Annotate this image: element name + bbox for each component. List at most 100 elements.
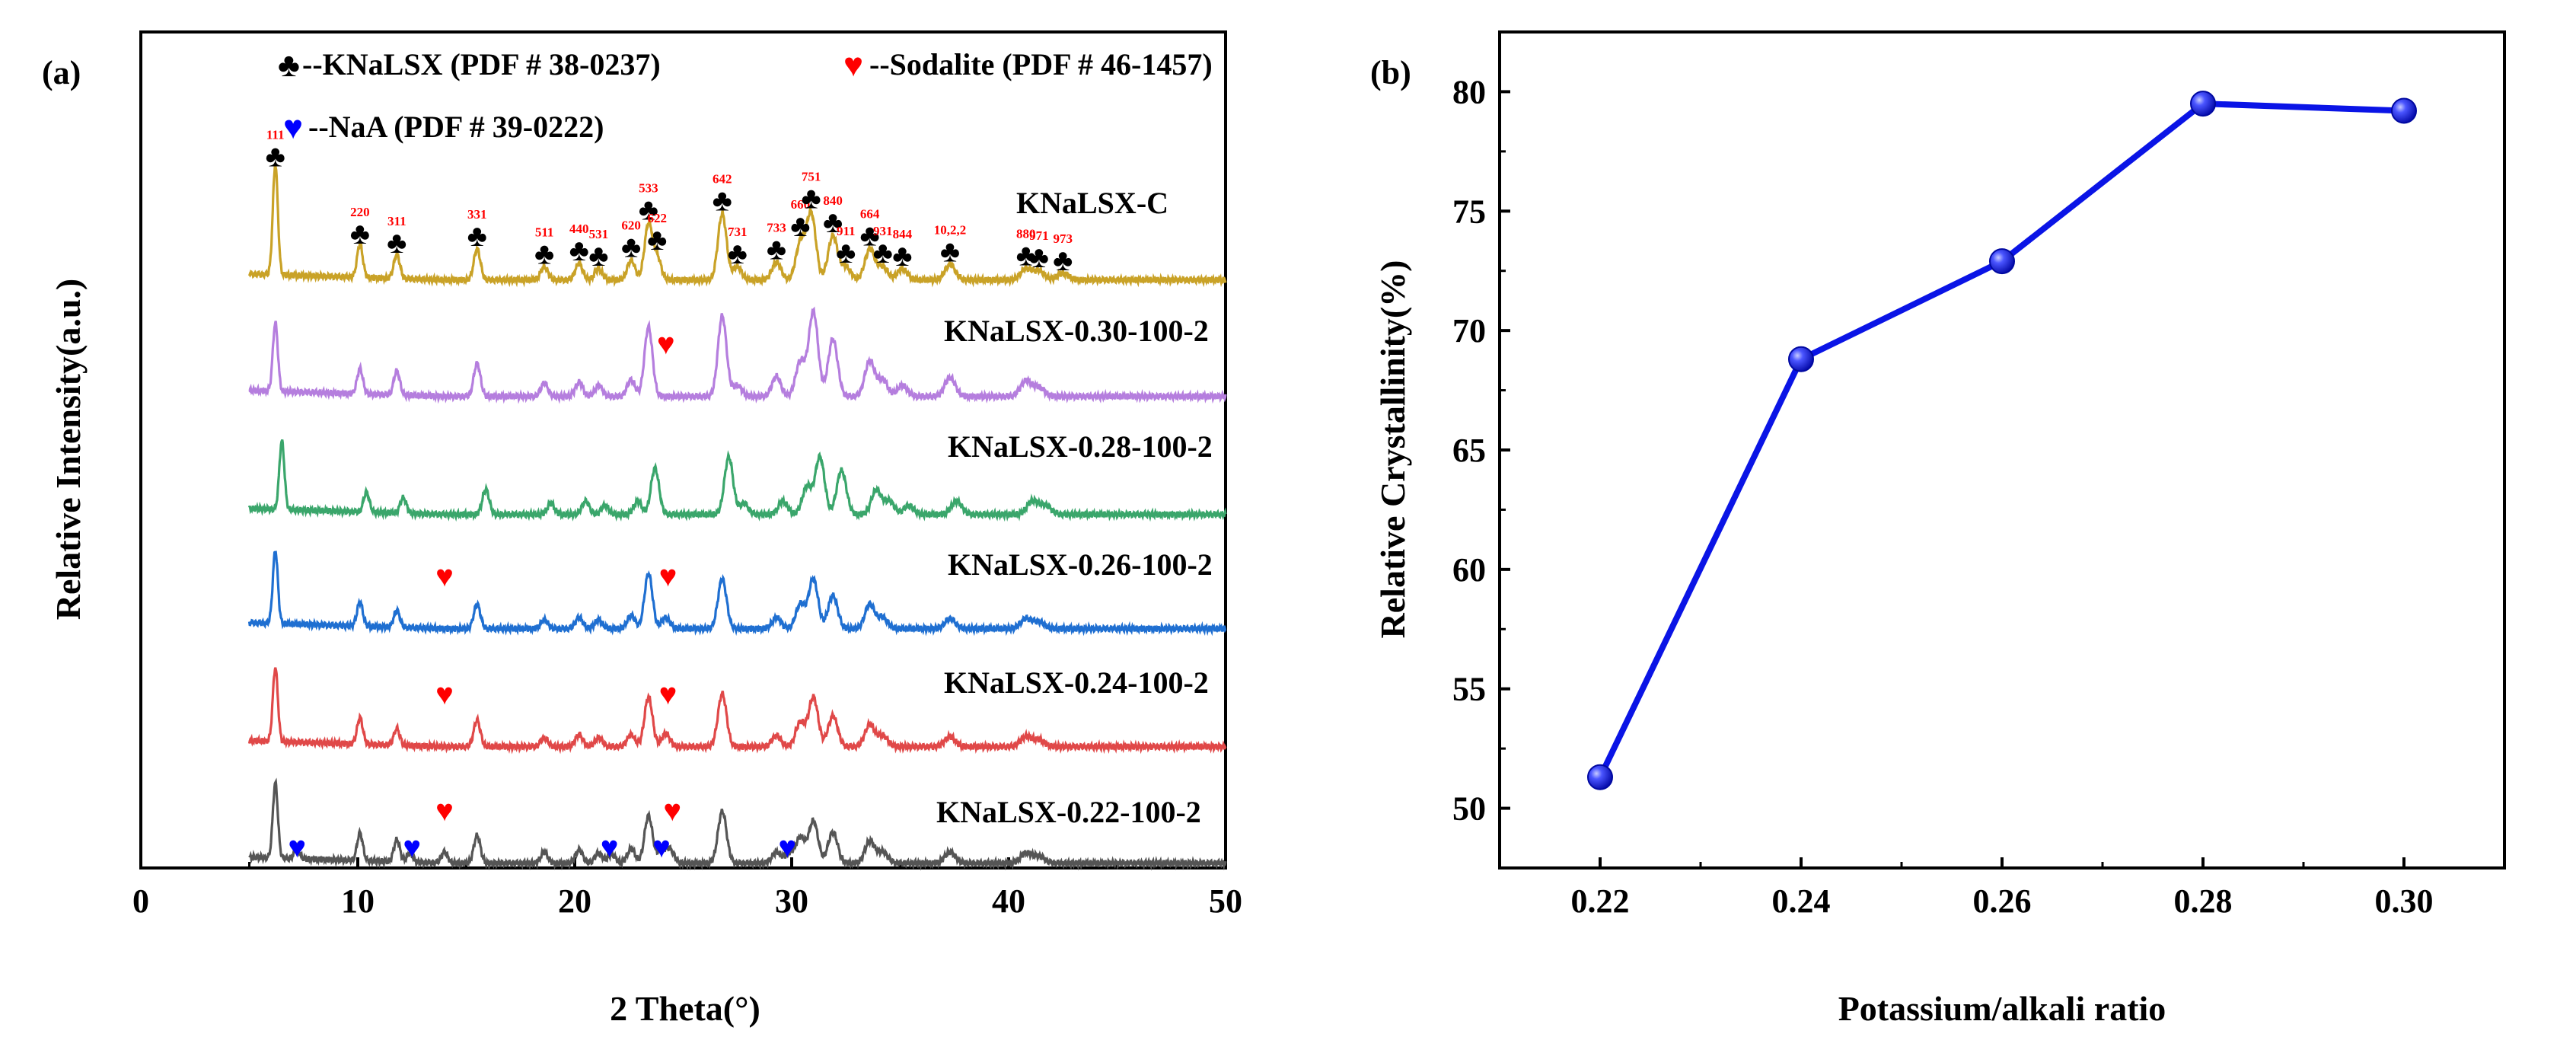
knalsx-peak-marker: ♣ bbox=[534, 236, 554, 270]
hkl-label: 10,2,2 bbox=[934, 222, 967, 237]
knalsx-peak-marker: ♣ bbox=[639, 192, 658, 226]
hkl-label: 664 bbox=[860, 207, 880, 222]
hkl-label: 911 bbox=[837, 224, 856, 238]
hkl-label: 220 bbox=[350, 205, 370, 219]
naa-marker: ♥ bbox=[403, 830, 421, 864]
xrd-trace-3 bbox=[247, 550, 1227, 637]
sodalite-marker: ♥ bbox=[663, 793, 681, 828]
panel-b-series bbox=[1587, 91, 2417, 790]
series-label-026: KNaLSX-0.26-100-2 bbox=[948, 547, 1213, 582]
hkl-label: 622 bbox=[648, 211, 668, 225]
panel-b-frame bbox=[1498, 30, 2506, 870]
knalsx-peak-marker: ♣ bbox=[467, 219, 487, 253]
knalsx-peak-marker: ♣ bbox=[767, 231, 786, 266]
crystallinity-point bbox=[2190, 91, 2216, 117]
sodalite-marker: ♥ bbox=[435, 559, 454, 593]
panel-b: (b) 0.22 0.24 0.26 0.28 0.30 50 55 60 65 70 75 80 P… bbox=[1370, 30, 2506, 1028]
panel-b-x-axis-label: Potassium/alkali ratio bbox=[1838, 989, 2166, 1028]
naa-marker: ♥ bbox=[288, 830, 306, 864]
sodalite-marker: ♥ bbox=[659, 559, 677, 593]
series-label-022: KNaLSX-0.22-100-2 bbox=[936, 795, 1201, 829]
legend-knalsx-text: --KNaLSX (PDF # 38-0237) bbox=[302, 47, 661, 81]
series-label-028: KNaLSX-0.28-100-2 bbox=[948, 429, 1213, 464]
xrd-trace-4 bbox=[247, 667, 1227, 755]
panel-a-x-tick-label: 50 bbox=[1209, 882, 1242, 920]
panel-a-x-tick-label: 0 bbox=[132, 882, 149, 920]
panel-b-y-tick-label: 60 bbox=[1452, 551, 1486, 589]
knalsx-peak-marker: ♣ bbox=[713, 183, 732, 218]
panel-b-x-tick-label: 0.22 bbox=[1571, 882, 1630, 920]
panel-a-x-tick-label: 30 bbox=[775, 882, 808, 920]
legend-naa-text: --NaA (PDF # 39-0222) bbox=[308, 110, 604, 144]
hkl-label: 531 bbox=[589, 227, 609, 241]
hkl-label: 973 bbox=[1054, 231, 1073, 246]
crystallinity-point bbox=[1989, 248, 2015, 275]
naa-marker: ♥ bbox=[652, 830, 671, 864]
sodalite-marker: ♥ bbox=[435, 793, 454, 828]
panel-a: (a) 0 10 20 30 40 50 2 Theta(°) Relative Inte… bbox=[42, 30, 1242, 1028]
hkl-label: 844 bbox=[893, 227, 913, 241]
xrd-trace-2 bbox=[247, 439, 1227, 522]
panel-b-x-tick-label: 0.24 bbox=[1772, 882, 1831, 920]
knalsx-peak-marker: ♣ bbox=[836, 235, 856, 270]
sodalite-marker: ♥ bbox=[659, 677, 677, 711]
hkl-label: 660 bbox=[791, 197, 811, 212]
hkl-label: 971 bbox=[1029, 228, 1049, 243]
hkl-label: 111 bbox=[266, 128, 285, 142]
hkl-label: 880 bbox=[1016, 226, 1036, 241]
knalsx-peak-marker: ♣ bbox=[1029, 240, 1049, 274]
knalsx-peak-marker: ♣ bbox=[802, 181, 821, 215]
panel-b-y-tick-label: 65 bbox=[1452, 432, 1486, 469]
panel-b-x-tick-label: 0.26 bbox=[1973, 882, 2032, 920]
crystallinity-point bbox=[1587, 764, 1613, 790]
panel-a-x-ticks: 0 10 20 30 40 50 bbox=[132, 857, 1242, 920]
knalsx-peak-marker: ♣ bbox=[350, 216, 370, 250]
panel-b-y-tick-label: 50 bbox=[1452, 790, 1486, 828]
xrd-trace-1 bbox=[248, 306, 1227, 404]
hkl-label: 733 bbox=[767, 220, 786, 235]
panel-a-traces bbox=[247, 163, 1227, 871]
panel-a-x-tick-label: 20 bbox=[558, 882, 591, 920]
hkl-label: 311 bbox=[387, 214, 406, 228]
hkl-label: 533 bbox=[639, 180, 658, 195]
panel-a-y-axis-label: Relative Intensity(a.u.) bbox=[49, 279, 88, 620]
sodalite-marker: ♥ bbox=[657, 327, 675, 361]
knalsx-peak-marker: ♣ bbox=[728, 236, 748, 270]
panel-b-x-tick-label: 0.30 bbox=[2375, 882, 2434, 920]
hkl-label: 642 bbox=[713, 172, 732, 187]
hkl-label: 440 bbox=[569, 222, 589, 236]
series-label-024: KNaLSX-0.24-100-2 bbox=[944, 665, 1209, 700]
hkl-label: 331 bbox=[467, 207, 487, 222]
panel-a-legend: ♣ --KNaLSX (PDF # 38-0237) ♥ --Sodalite … bbox=[278, 46, 1213, 146]
hkl-label: 620 bbox=[621, 219, 641, 233]
panel-b-y-tick-label: 70 bbox=[1452, 312, 1486, 349]
hkl-label: 931 bbox=[873, 224, 893, 238]
naa-marker: ♥ bbox=[778, 830, 796, 864]
legend-naa-symbol: ♥ bbox=[283, 109, 303, 146]
knalsx-peak-marker: ♣ bbox=[621, 230, 641, 264]
knalsx-peak-marker: ♣ bbox=[823, 205, 843, 239]
panel-a-annotations: ♣111♣220♣311 ♣331♣511♣440♣531 ♣620♣533♣622… bbox=[266, 128, 1073, 864]
xrd-trace-0 bbox=[247, 163, 1227, 288]
panel-b-label: (b) bbox=[1370, 54, 1411, 91]
knalsx-peak-marker: ♣ bbox=[790, 209, 810, 243]
knalsx-peak-marker: ♣ bbox=[387, 225, 406, 260]
legend-sodalite-text: --Sodalite (PDF # 46-1457) bbox=[869, 47, 1213, 81]
panel-a-label: (a) bbox=[42, 54, 81, 91]
legend-knalsx-symbol: ♣ bbox=[278, 46, 300, 84]
panel-a-x-tick-label: 40 bbox=[992, 882, 1025, 920]
knalsx-peak-marker: ♣ bbox=[569, 233, 589, 267]
panel-a-x-tick-label: 10 bbox=[341, 882, 375, 920]
knalsx-peak-marker: ♣ bbox=[647, 222, 667, 257]
series-label-knalsx-c: KNaLSX-C bbox=[1016, 186, 1168, 220]
crystallinity-line bbox=[1597, 101, 2405, 779]
hkl-label: 731 bbox=[728, 225, 748, 239]
naa-marker: ♥ bbox=[601, 830, 619, 864]
panel-b-y-tick-label: 75 bbox=[1452, 193, 1486, 230]
xrd-trace-5 bbox=[248, 777, 1227, 871]
panel-a-x-axis-label: 2 Theta(°) bbox=[610, 989, 760, 1028]
sodalite-marker: ♥ bbox=[435, 677, 454, 711]
panel-a-series-labels: KNaLSX-C KNaLSX-0.30-100-2 KNaLSX-0.28-1… bbox=[936, 186, 1213, 829]
hkl-label: 840 bbox=[823, 193, 843, 208]
